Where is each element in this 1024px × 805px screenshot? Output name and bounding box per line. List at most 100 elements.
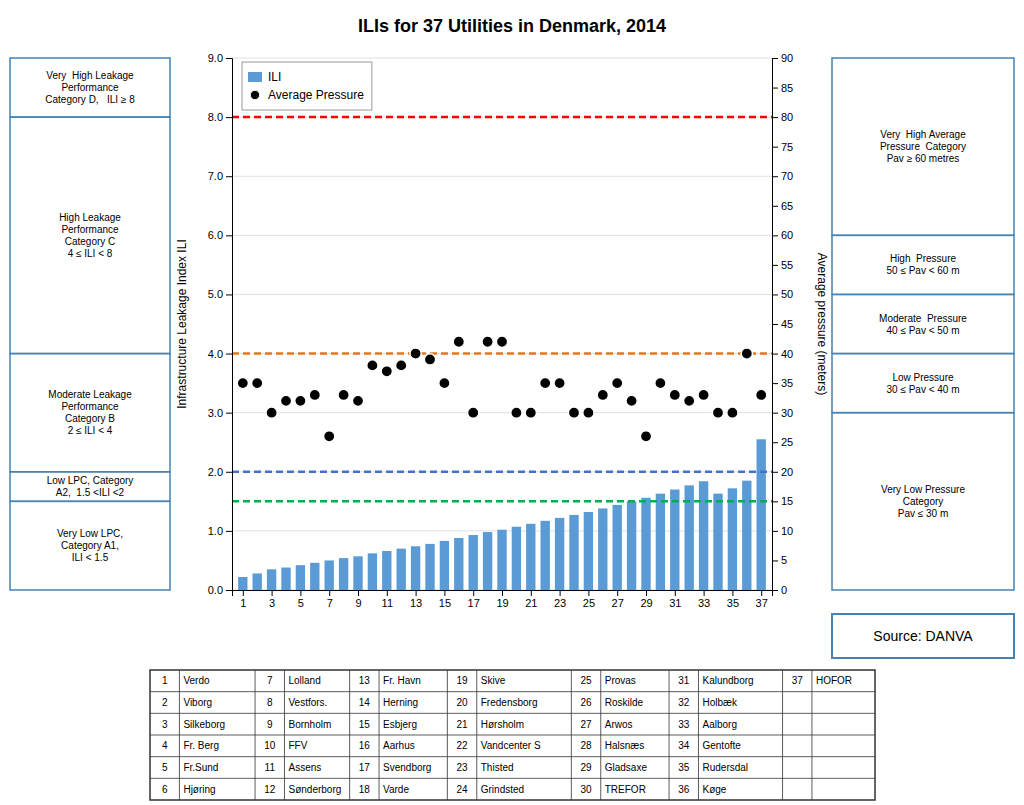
table-number: 6 [162,784,168,795]
bar-series [238,439,766,590]
tick: 6.0 [208,229,232,241]
legend-label: ILI [268,70,281,84]
tick-mark [772,354,778,355]
panel-label: Low Pressure30 ≤ Pav < 40 m [886,372,959,395]
tick-label: 27 [612,597,624,609]
table-number: 33 [678,719,690,730]
bar [339,558,348,590]
bar [584,512,593,590]
tick: 65 [772,200,793,212]
tick-label: 20 [781,466,793,478]
table-number: 9 [267,719,273,730]
bar [613,505,622,590]
table-name: Arwos [605,719,633,730]
tick-label: 37 [756,597,768,609]
bar [541,521,550,590]
tick: 75 [772,141,793,153]
bar [469,535,478,590]
table-number: 19 [457,675,469,686]
table-name: HOFOR [816,675,852,686]
table: 1Verdo2Viborg3Silkeborg4Fr. Berg5Fr.Sund… [150,670,875,800]
point [237,377,248,388]
tick: 0.0 [208,584,232,596]
tick: 5 [772,554,787,566]
table-number: 10 [264,740,276,751]
point [597,389,608,400]
tick-label: 15 [439,597,451,609]
table-name: Varde [383,784,409,795]
table-number: 28 [580,740,592,751]
bar [281,568,290,590]
point [712,407,723,418]
tick-label: 33 [698,597,710,609]
tick-mark [531,590,532,596]
tick-label: 4.0 [208,348,223,360]
tick: 15 [772,495,793,507]
table-line [150,713,875,714]
tick-label: 0 [781,584,787,596]
text-line: Very Low Pressure [881,484,965,495]
grid-line [232,412,772,413]
table-line [669,670,670,800]
tick-label: 31 [669,597,681,609]
table-line [782,670,783,800]
point [410,348,421,359]
table-line [379,670,380,800]
point [741,348,752,359]
bar [325,560,334,590]
table-line [255,670,256,800]
tick-label: 1 [240,597,246,609]
tick: 31 [669,590,681,609]
table-line [476,670,477,800]
tick-mark [226,58,232,59]
table-name: Assens [288,762,321,773]
panel-label: Very High AveragePressure CategoryPav ≥ … [880,129,966,164]
bar [267,569,276,590]
tick: 11 [382,590,393,609]
point [698,389,709,400]
tick: 20 [772,466,793,478]
point [338,389,349,400]
table-name: Svendborg [383,762,431,773]
bar [440,541,449,590]
source-box: Source: DANVA [832,614,1014,658]
bar [757,439,766,590]
table-line [284,670,285,800]
legend-swatch [250,90,259,99]
tick-mark [772,442,778,443]
table-frame [150,670,875,800]
point [367,360,378,371]
point [727,407,738,418]
text-line: Pav ≤ 30 m [898,508,949,519]
reference-line [232,116,772,119]
text-line: Low Pressure [892,372,954,383]
tick-mark [772,235,778,236]
tick-label: 5.0 [208,288,223,300]
tick-label: 70 [781,170,793,182]
tick-label: 11 [382,597,393,609]
tick-label: 29 [640,597,652,609]
panel-cell [832,354,1014,413]
bar [454,538,463,590]
legend-box [242,62,372,110]
tick: 90 [772,52,793,64]
y2-axis: 051015202530354045505560657075808590 [772,52,793,596]
tick: 25 [772,436,793,448]
table-name: Esbjerg [383,719,417,730]
table-name: Fr. Berg [183,740,219,751]
bar [526,524,535,590]
tick-label: 60 [781,229,793,241]
tick-mark [329,590,330,596]
grid [232,58,772,590]
panel-label: High Pressure50 ≤ Pav < 60 m [886,253,959,276]
tick-mark [226,176,232,177]
table-number: 21 [457,719,469,730]
table-name: Aarhus [383,740,415,751]
x-axis: 135791113151719212325272931333537 [233,590,773,609]
text-line: High Pressure [890,253,957,264]
y-axis: 0.01.02.03.04.05.06.07.08.09.0 [208,52,233,596]
table-number: 14 [359,697,371,708]
tick-label: 45 [781,318,793,330]
tick-label: 25 [583,597,595,609]
table-name: Verdo [183,675,210,686]
